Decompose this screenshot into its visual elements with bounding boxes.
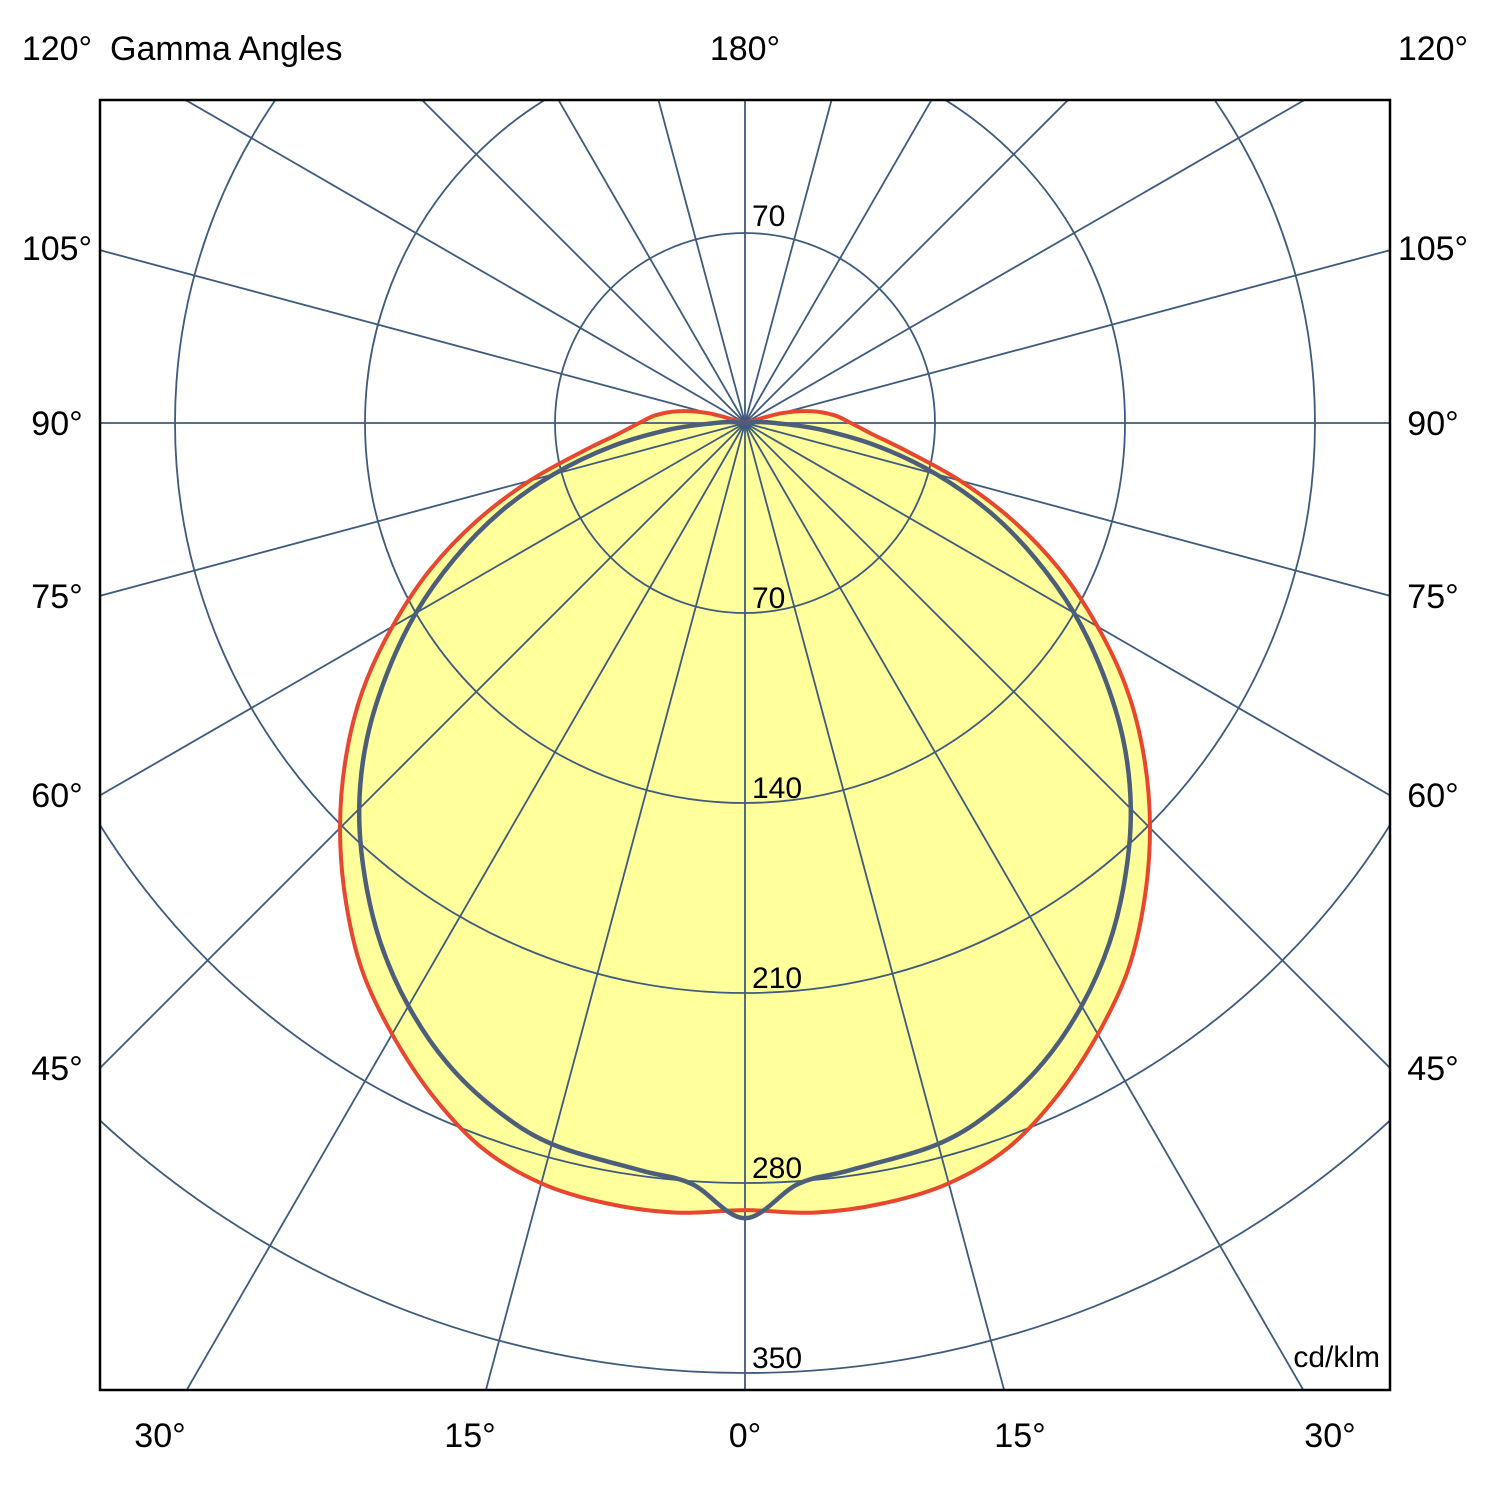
- grid-ray: [744, 100, 933, 424]
- plot-border-layer: [98, 98, 1392, 1392]
- gamma-angle-label: 105°: [1398, 230, 1468, 268]
- grid-ray: [744, 422, 1390, 797]
- grid-ray: [484, 422, 746, 1390]
- radial-tick-label: 70: [752, 200, 785, 233]
- grid-ray: [744, 100, 1070, 424]
- c90-plane-curve: [356, 419, 1134, 1221]
- gamma-angle-label: 180°: [710, 30, 780, 68]
- intensity-curve-layer: [338, 409, 1152, 1221]
- grid-ray: [183, 100, 746, 424]
- gamma-angle-label: 75°: [1407, 578, 1458, 616]
- gamma-angle-label: 75°: [31, 578, 82, 616]
- grid-ray: [744, 100, 1307, 424]
- gamma-angle-label: 30°: [1304, 1417, 1355, 1455]
- grid-ray: [657, 100, 746, 424]
- gamma-angle-label: 105°: [22, 230, 92, 268]
- plot-border: [98, 98, 1392, 1392]
- gamma-angle-label: 120°: [22, 30, 92, 68]
- gamma-angle-label: 15°: [994, 1417, 1045, 1455]
- grid-ray: [185, 422, 746, 1390]
- radial-tick-label: 280: [752, 1152, 802, 1185]
- grid-ray: [744, 422, 1390, 597]
- axis-label-layer: 70 140 210 280 350 70 180° 120° 120° 105° 105° 90° 9…: [22, 30, 1468, 1455]
- grid-ray: [420, 100, 746, 424]
- gamma-angle-label: 90°: [31, 405, 82, 443]
- grid-ray: [100, 422, 746, 597]
- grid-ray: [744, 100, 833, 424]
- gamma-angle-label: 60°: [31, 777, 82, 815]
- grid-ray: [100, 422, 746, 797]
- grid-ray: [744, 249, 1390, 424]
- gamma-angle-label: 90°: [1407, 405, 1458, 443]
- radial-tick-label: 350: [752, 1342, 802, 1375]
- gamma-angle-label: 30°: [134, 1417, 185, 1455]
- gamma-angle-label: 0°: [729, 1417, 762, 1455]
- chart-title: Gamma Angles: [110, 30, 342, 68]
- grid-ray: [744, 422, 1006, 1390]
- gamma-angle-label: 15°: [444, 1417, 495, 1455]
- grid-ray: [100, 249, 746, 424]
- grid-ray: [744, 422, 1390, 1070]
- gamma-angle-label: 120°: [1398, 30, 1468, 68]
- radial-tick-label: 210: [752, 962, 802, 995]
- gamma-angle-label: 45°: [31, 1050, 82, 1088]
- gamma-angle-label: 45°: [1407, 1050, 1458, 1088]
- grid-ray: [744, 422, 1305, 1390]
- c0-plane-curve: [338, 409, 1152, 1215]
- grid-ray: [100, 422, 746, 1070]
- radial-tick-label: 70: [752, 582, 785, 615]
- unit-label: cd/klm: [1293, 1341, 1380, 1374]
- grid-ray: [557, 100, 746, 424]
- gamma-angle-label: 60°: [1407, 777, 1458, 815]
- radial-tick-label: 140: [752, 772, 802, 805]
